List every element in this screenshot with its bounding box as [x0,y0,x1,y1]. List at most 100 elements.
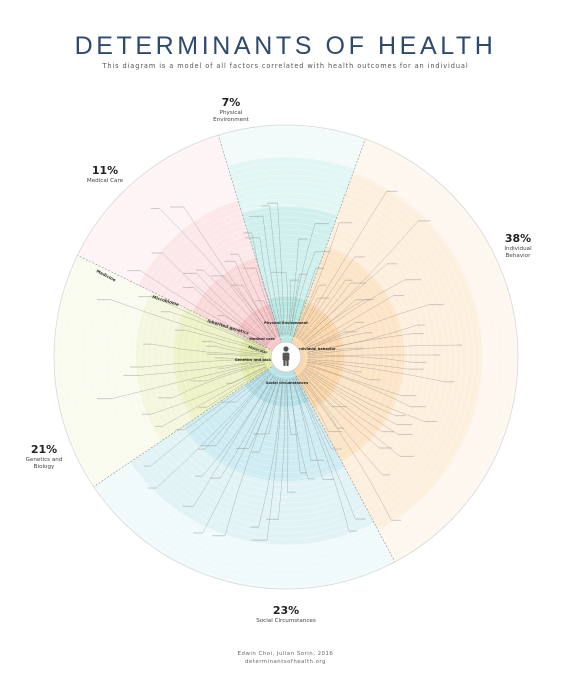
individual-sector-leader-line [304,279,406,346]
physical-label-line-2: Environment [213,117,249,123]
ring-guide [163,234,409,480]
social-sector-leader-line [258,378,283,528]
medical-sector-leader-line [162,252,270,344]
individual-sector-leader-line [298,256,355,340]
genetics-sector-leader-line [224,361,265,369]
physical-sector-leader-line [288,238,299,336]
individual-sector-leader-line [306,332,367,351]
medical-sector-leader-line [223,275,273,340]
factor-leader-lines [97,190,463,541]
genetics-sector-leader-line [215,346,265,355]
credit-authors: Edwin Choi, Julian Sorin, 2016 [237,651,334,657]
individual-sector-leader-line [307,362,370,380]
individual-sector-leader-line [307,359,409,370]
genetics-sector-leader-line [185,330,265,352]
social-sector-leader-line [295,376,332,450]
genetics-label: Genetics and Biology [10,457,78,471]
individual-sector-leader-line [305,322,356,348]
ring-guide [265,336,307,378]
ring-guide [85,156,487,558]
ring-guide [199,270,373,444]
social-sector-leader-line [291,378,311,461]
medical-sector-leader-line [263,300,279,337]
social-sector-leader-line [224,377,279,536]
physical-percent: 7% [221,96,241,109]
ring-guide [175,246,397,468]
individual-sector-leader-line [307,348,355,355]
genetics-sector-leader-line [138,359,265,376]
genetics-sector-leader-line [211,341,265,353]
social-sector-leader-line [204,372,272,450]
social-sector-leader-line [202,375,274,477]
physical-sector-leader-line [285,272,289,336]
ring-guide [121,192,451,522]
physical-label: Physical Environment [196,110,266,124]
social-sector-leader-line [289,378,309,479]
individual-sector-leader-line [306,363,402,396]
individual-sector-leader-line [298,374,338,429]
individual-sector-leader-line [301,220,419,342]
individual-label-line-1: Individual [504,246,532,252]
physical-sector-band-4 [268,297,307,357]
social-sector-leader-line [286,378,289,493]
ring-guide [229,300,343,414]
ring-guide [241,312,331,402]
social-sector-leader-line [268,378,282,434]
individual-inner-label: Individual behavior [296,347,335,351]
page-subtitle: This diagram is a model of all factors c… [102,62,469,70]
genetics-sector-leader-line [142,358,265,368]
physical-sector-leader-line [269,205,284,336]
genetics-sector-leader-line [206,363,266,382]
genetics-sector-leader-line [206,368,268,408]
individual-sector-leader-line [307,360,445,382]
individual-sector-leader-line [299,280,346,340]
individual-sector-leader-line [293,222,340,337]
ring-guide [127,198,445,516]
wheel-sectors [54,125,518,590]
page-title: DETERMINANTS OF HEALTH [74,32,497,60]
genetics-percent: 21% [30,443,58,456]
social-sector-leader-line [236,371,270,403]
social-sector-leader-line [215,373,273,446]
medical-percent: 11% [91,164,119,177]
individual-sector-leader-line [305,331,345,348]
social-sector-leader-line [193,375,275,507]
social-sector-leader-line [248,377,278,449]
ring-guide [97,168,475,546]
concentric-rings [53,124,519,590]
ring-guide [223,294,349,420]
social-sector-leader-line [184,370,269,430]
ring-guide [217,288,355,426]
social-sector-leader-line [292,377,323,480]
individual-sector-leader-line [305,295,394,347]
individual-sector-leader-line [297,375,392,521]
individual-sector-leader-line [294,285,320,337]
social-sector-leader-line [266,378,284,541]
social-sector-leader-line [293,377,350,532]
genetics-sector-leader-line [152,296,266,349]
individual-sector-leader-line [301,263,388,342]
genetics-sector-leader-line [152,344,265,355]
medical-sector-leader-line [238,254,277,338]
ring-guide [61,132,511,582]
physical-sector-leader-line [251,232,281,336]
inner-category-labels: Physical Environment Medical care Indivi… [235,321,336,385]
social-sector-leader-line [219,376,276,479]
genetics-sector-leader-line [150,365,267,415]
social-sector-leader-line [259,378,281,453]
ring-guide [145,216,427,498]
genetics-sector-leader-line [161,367,267,427]
physical-sector-leader-line [259,237,282,336]
medical-inner-label: Medical care [249,337,275,341]
physical-sector-leader-line [290,274,300,336]
ring-guide [109,180,463,534]
medical-sector-leader-line [159,208,273,341]
individual-sector-leader-line [296,298,318,338]
medical-sector-leader-line [256,268,280,337]
individual-label-line-2: Behavior [505,253,531,259]
ring-guide [67,138,505,576]
individual-sector-leader-line [304,367,396,416]
center-hub [270,341,302,373]
social-sector-leader-line [278,378,286,520]
